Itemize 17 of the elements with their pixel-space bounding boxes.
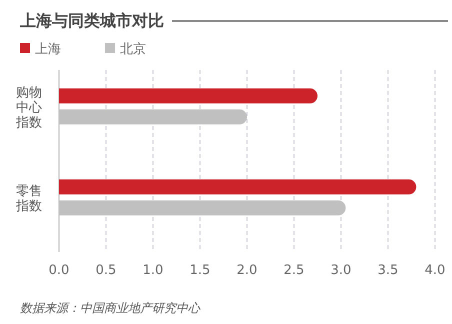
y-tick-label: 购物中心指数 (15, 85, 42, 130)
source-note: 数据来源：中国商业地产研究中心 (20, 301, 201, 315)
chart-title: 上海与同类城市对比 (19, 11, 164, 30)
x-tick-label: 2.0 (236, 263, 258, 278)
legend-label: 上海 (35, 42, 61, 57)
legend-label: 北京 (120, 42, 146, 57)
y-tick-label: 零售指数 (15, 184, 42, 214)
bar (59, 179, 416, 194)
x-tick-label: 1.5 (190, 263, 210, 278)
x-tick-label: 3.5 (378, 263, 398, 278)
bar (59, 88, 318, 104)
x-tick-label: 3.0 (330, 263, 352, 278)
x-tick-label: 0.0 (48, 263, 70, 278)
x-tick-label: 0.5 (96, 263, 116, 278)
x-tick-label: 4.0 (424, 263, 446, 278)
x-tick-label: 1.0 (142, 263, 164, 278)
x-tick-label: 2.5 (284, 263, 304, 278)
